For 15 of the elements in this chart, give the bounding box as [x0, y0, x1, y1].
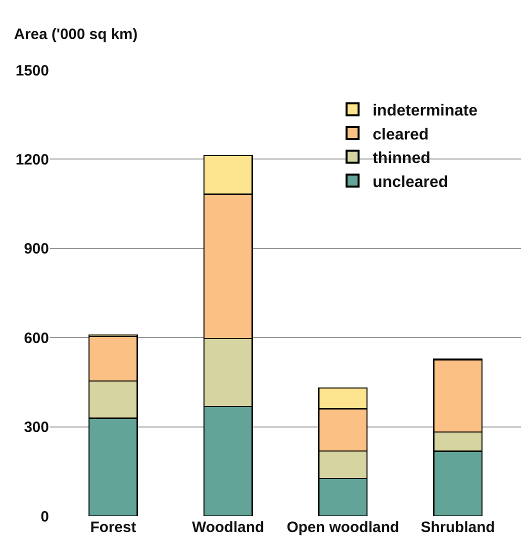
legend-label: thinned: [372, 150, 430, 168]
legend-label: indeterminate: [372, 102, 478, 120]
x-tick-label: Forest: [90, 519, 136, 536]
x-tick-label: Shrubland: [420, 519, 495, 536]
y-axis-title: Area ('000 sq km): [14, 26, 138, 43]
y-tick-label: 600: [24, 330, 49, 347]
y-tick-label: 300: [24, 419, 49, 436]
y-tick-label: 0: [40, 508, 49, 526]
y-tick-label: 900: [24, 240, 49, 258]
legend-label: uncleared: [372, 174, 448, 191]
legend-label: cleared: [372, 126, 429, 144]
y-tick-label: 1200: [16, 151, 49, 168]
y-tick-label: 1500: [16, 62, 49, 80]
x-tick-label: Woodland: [192, 519, 264, 536]
x-tick-label: Open woodland: [286, 519, 400, 536]
